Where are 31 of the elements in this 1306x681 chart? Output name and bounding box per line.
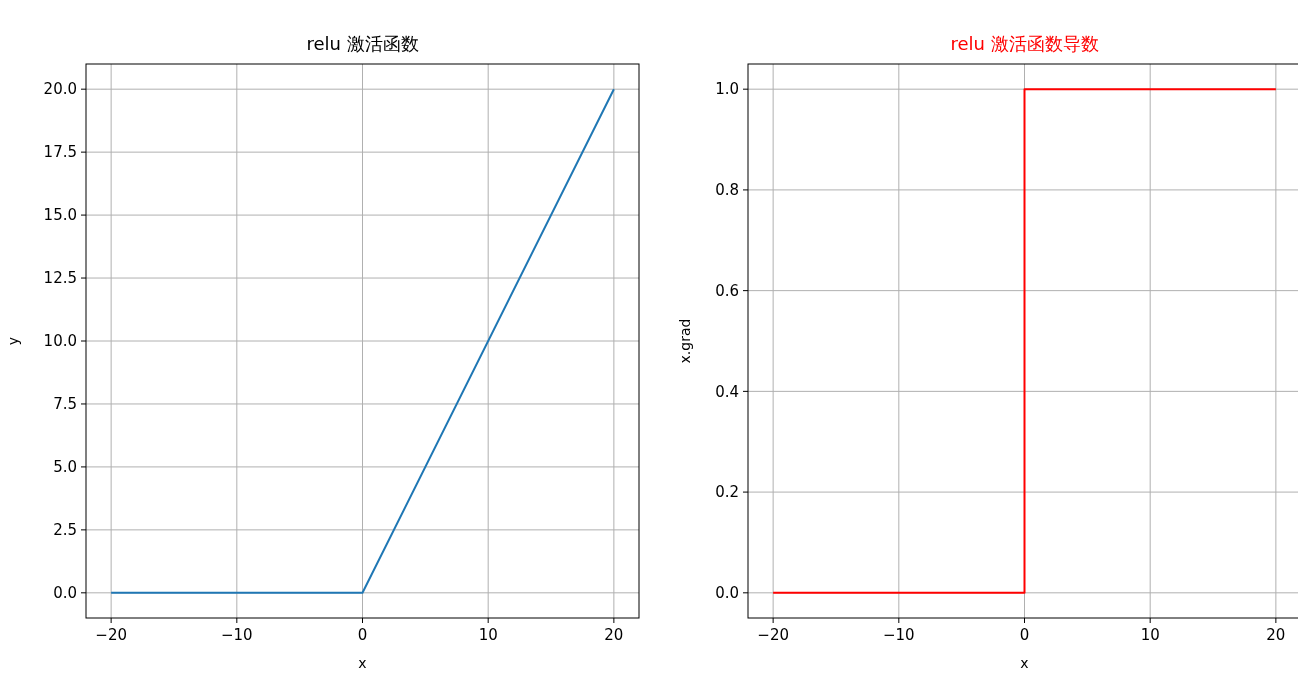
x-tick-label: −10: [882, 626, 915, 644]
y-tick-label: 2.5: [53, 521, 77, 540]
y-tick-label: 1.0: [715, 80, 739, 99]
y-axis-title: y: [5, 336, 21, 346]
y-tick-label: 17.5: [43, 143, 77, 162]
y-tick-label: 0.8: [715, 181, 739, 200]
x-tick-label: −20: [757, 626, 789, 644]
y-tick-label: 0.2: [715, 483, 739, 502]
y-tick-label: 0.0: [715, 584, 739, 603]
x-axis-title: x: [1020, 655, 1029, 671]
x-axis-title: x: [358, 655, 367, 671]
y-tick-label: 0.0: [53, 584, 77, 603]
y-tick-label: 7.5: [53, 395, 77, 414]
x-tick-label: 0: [1019, 626, 1030, 644]
y-tick-label: 0.4: [715, 382, 739, 401]
x-tick-label: 10: [478, 626, 498, 644]
y-tick-label: 5.0: [53, 458, 77, 477]
x-tick-label: 20: [1266, 626, 1286, 644]
y-tick-label: 0.6: [715, 281, 739, 300]
y-tick-label: 15.0: [43, 206, 77, 225]
chart-title: relu 激活函数: [306, 33, 419, 54]
y-axis-title: x.grad: [677, 318, 693, 364]
y-tick-label: 12.5: [43, 269, 77, 288]
y-tick-label: 10.0: [43, 332, 77, 351]
x-tick-label: 0: [357, 626, 368, 644]
x-tick-label: −20: [95, 626, 127, 644]
chart-title: relu 激活函数导数: [950, 33, 1099, 54]
x-tick-label: 10: [1140, 626, 1160, 644]
x-tick-label: 20: [604, 626, 624, 644]
x-tick-label: −10: [220, 626, 253, 644]
y-tick-label: 20.0: [43, 80, 77, 99]
